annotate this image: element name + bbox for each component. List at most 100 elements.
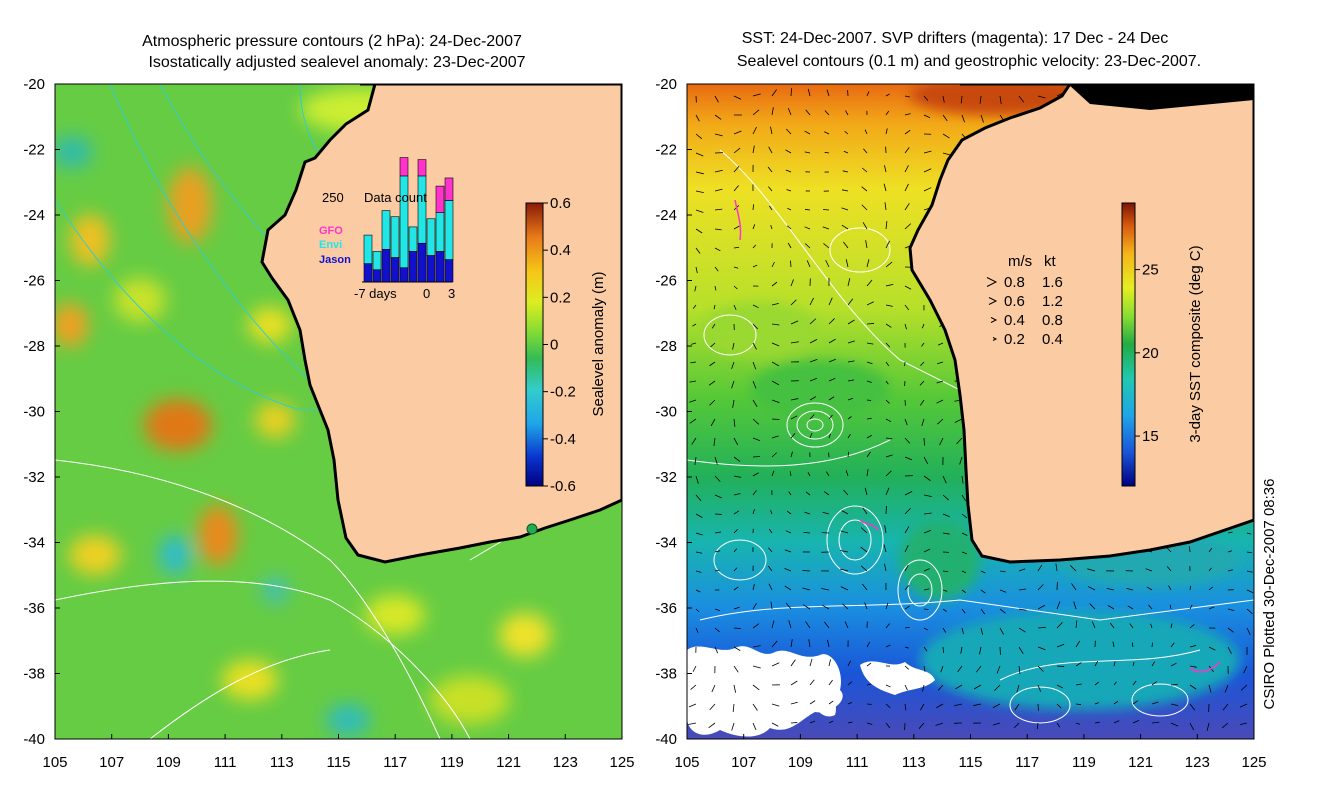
velocity-arrow — [1132, 700, 1139, 705]
velocity-arrow — [713, 437, 716, 446]
velocity-arrow — [843, 489, 849, 496]
velocity-arrow — [1227, 627, 1234, 633]
velocity-arrow — [840, 568, 849, 572]
velocity-arrow — [825, 471, 830, 477]
velocity-arrow — [1132, 720, 1140, 724]
velocity-arrow — [752, 380, 757, 389]
velocity-arrow — [845, 259, 849, 268]
velocity-arrow — [752, 304, 759, 309]
velocity-arrow — [770, 601, 773, 610]
velocity-arrow — [861, 167, 868, 173]
velocity-arrow — [695, 190, 704, 194]
velocity-arrow — [752, 244, 757, 249]
velocity-arrow — [1094, 660, 1099, 667]
velocity-arrow — [847, 416, 852, 420]
velocity-arrow — [691, 437, 697, 445]
velocity-arrow — [847, 660, 852, 667]
velocity-arrow — [885, 623, 890, 629]
velocity-arrow — [714, 494, 722, 499]
velocity-arrow — [1107, 605, 1115, 610]
velocity-key-ms-value: 0.4 — [1004, 312, 1025, 329]
velocity-arrow — [1151, 721, 1160, 724]
velocity-arrow — [923, 494, 932, 497]
velocity-arrow — [883, 183, 887, 192]
velocity-arrow — [1018, 646, 1024, 654]
velocity-arrow — [938, 342, 944, 346]
velocity-arrow — [785, 602, 792, 610]
velocity-arrow — [695, 608, 700, 613]
velocity-arrow — [809, 414, 815, 420]
velocity-arrow — [733, 510, 740, 515]
velocity-arrow — [847, 278, 851, 287]
right-y-tick-label: -22 — [655, 142, 677, 159]
velocity-arrow — [809, 700, 816, 705]
velocity-arrow — [714, 475, 721, 482]
velocity-arrow — [714, 456, 718, 465]
velocity-arrow — [809, 720, 816, 724]
velocity-arrow — [824, 110, 830, 116]
velocity-arrow — [904, 605, 910, 610]
velocity-arrow — [732, 342, 735, 350]
right-sst-features — [700, 84, 1240, 710]
velocity-arrow — [1208, 646, 1216, 651]
velocity-arrow — [803, 604, 811, 610]
velocity-arrow — [714, 627, 720, 633]
left-y-tick-label: -40 — [23, 731, 45, 748]
velocity-arrow — [1151, 701, 1159, 705]
velocity-arrow — [784, 549, 792, 553]
velocity-arrow — [1056, 665, 1065, 667]
velocity-arrow — [787, 107, 792, 116]
velocity-arrow — [1037, 684, 1042, 692]
velocity-arrow — [784, 585, 792, 591]
velocity-arrow — [1113, 661, 1116, 667]
inset-bar-jason — [444, 259, 454, 283]
velocity-arrow — [694, 285, 697, 292]
velocity-arrow — [923, 646, 928, 652]
left-title-line1: Atmospheric pressure contours (2 hPa): 2… — [142, 33, 522, 50]
right-y-tick-label: -32 — [655, 469, 677, 486]
velocity-arrow — [841, 224, 849, 230]
velocity-arrow — [1150, 623, 1153, 629]
right-y-axis: -20 -22 -24 -26 -28 -30 -32 -34 -36 -38 -40 — [655, 76, 692, 748]
velocity-arrow — [885, 380, 889, 385]
velocity-arrow — [980, 114, 984, 123]
velocity-arrow — [961, 513, 968, 519]
velocity-arrow — [752, 437, 761, 442]
velocity-arrow — [904, 491, 913, 496]
velocity-arrow — [790, 88, 792, 97]
velocity-arrow — [733, 567, 738, 572]
velocity-arrow — [771, 452, 777, 458]
velocity-arrow — [1239, 722, 1248, 726]
left-y-tick-label: -26 — [23, 273, 45, 290]
velocity-arrow — [885, 703, 891, 709]
velocity-arrow — [1246, 532, 1252, 535]
velocity-arrow — [828, 659, 831, 667]
velocity-arrow — [942, 627, 947, 633]
inset-bar-envi — [372, 251, 382, 271]
right-x-tick-label: 123 — [1185, 754, 1210, 771]
velocity-arrow — [885, 644, 891, 648]
velocity-arrow — [999, 95, 1002, 104]
velocity-arrow — [954, 703, 963, 707]
velocity-arrow — [885, 399, 890, 404]
velocity-arrow — [942, 152, 951, 156]
velocity-arrow — [752, 684, 760, 691]
velocity-arrow — [961, 532, 968, 536]
velocity-arrow — [956, 437, 963, 445]
svp-drifter-tracks — [734, 199, 1221, 673]
inset-bar-jason — [399, 267, 409, 283]
velocity-arrow — [885, 361, 890, 367]
velocity-arrow — [862, 222, 868, 230]
velocity-arrow — [787, 242, 792, 249]
velocity-arrow — [809, 396, 817, 401]
velocity-arrow — [1037, 646, 1046, 651]
inset-bar-jason — [426, 255, 436, 283]
velocity-arrow — [1227, 531, 1233, 534]
velocity-arrow — [840, 550, 849, 553]
velocity-arrow — [937, 361, 944, 365]
left-colorbar-tick-label: 0 — [550, 337, 558, 354]
velocity-arrow — [714, 169, 723, 173]
left-x-tick-label: 119 — [440, 754, 464, 771]
left-y-axis: -20 -22 -24 -26 -28 -30 -32 -34 -36 -38 -40 — [23, 76, 60, 748]
velocity-arrow — [731, 361, 735, 369]
